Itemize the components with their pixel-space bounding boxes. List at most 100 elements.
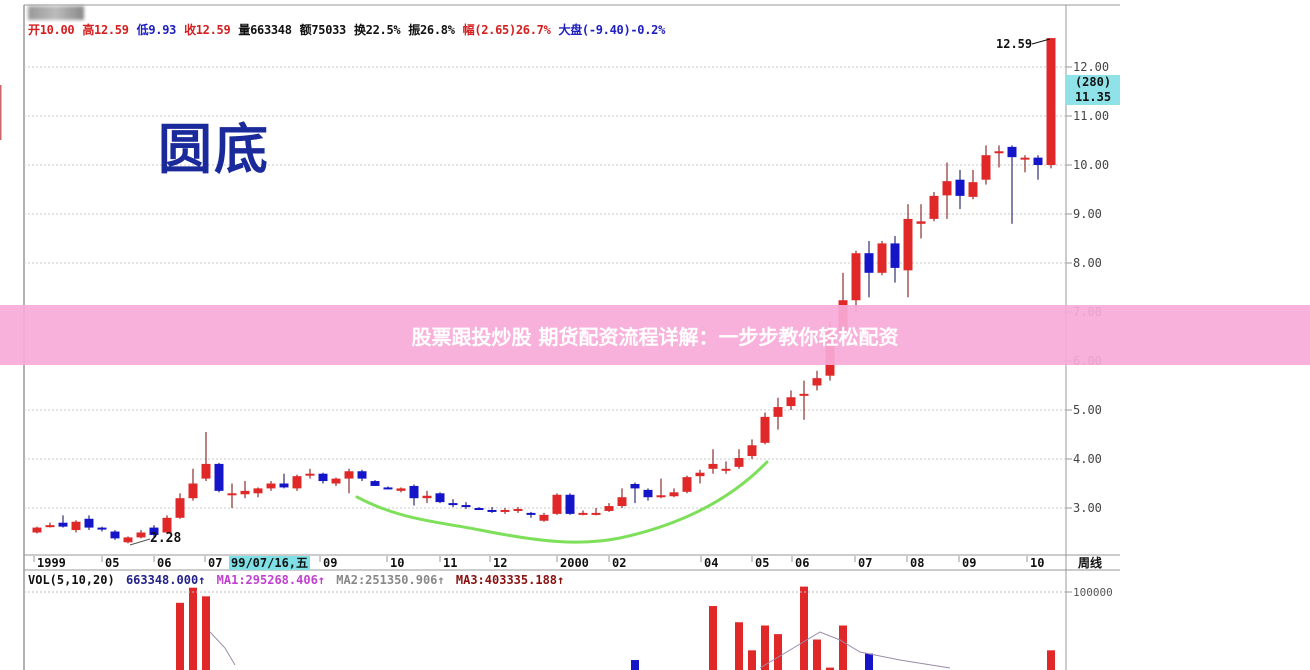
candle: [1020, 155, 1030, 173]
candle: [552, 493, 562, 515]
time-tick-label: 02: [612, 556, 626, 570]
candle: [513, 507, 523, 513]
candle: [695, 469, 705, 484]
candle: [864, 240, 874, 298]
candle-body: [565, 494, 575, 514]
candle-body: [305, 473, 315, 476]
candle: [682, 475, 692, 494]
time-tick-label: 09: [323, 556, 337, 570]
period-label[interactable]: 周线: [1078, 555, 1102, 570]
quote-stat: 量663348: [238, 23, 292, 37]
candle: [773, 397, 783, 430]
candle: [968, 169, 978, 200]
volume-ma2: MA2:251350.906↑: [336, 573, 445, 587]
candle: [84, 515, 94, 531]
candle: [214, 462, 224, 493]
candle-body: [474, 508, 484, 510]
candle-body: [955, 179, 965, 196]
candle-body: [773, 407, 783, 417]
candle-body: [149, 527, 159, 535]
candle: [526, 511, 536, 518]
candle-body: [994, 151, 1004, 154]
time-tick-label: 06: [795, 556, 809, 570]
volume-axis: 100000: [24, 586, 1113, 599]
volume-bar: [709, 606, 717, 670]
candle-body: [578, 512, 588, 515]
banner-text: 股票跟投炒股 期货配资流程详解：一步步教你轻松配资: [411, 324, 899, 349]
candle: [396, 487, 406, 493]
time-axis: 1999 05 06 07 09 10 11 12 2000 02 04 05 06 07 08 09 10: [33, 556, 1044, 570]
candle-body: [526, 512, 536, 515]
candle: [747, 439, 757, 459]
candle: [266, 481, 276, 491]
price-tick-label: 8.00: [1073, 256, 1102, 270]
candle-body: [604, 506, 614, 511]
candle: [890, 236, 900, 283]
time-tick-label: 07: [858, 556, 872, 570]
volume-bar: [748, 650, 756, 670]
candle-body: [97, 527, 107, 530]
candle-body: [643, 489, 653, 498]
cursor-price-label: (280) 11.35: [1066, 75, 1120, 105]
time-tick-label: 11: [443, 556, 457, 570]
candle: [149, 525, 159, 538]
candle: [279, 473, 289, 489]
candle-body: [903, 218, 913, 271]
candle-body: [383, 487, 393, 490]
volume-bar: [176, 602, 184, 670]
time-tick-label: 1999: [37, 556, 66, 570]
candle: [461, 502, 471, 509]
candle: [708, 449, 718, 474]
candle-body: [968, 182, 978, 197]
candle: [188, 468, 198, 501]
candle: [253, 487, 263, 498]
volume-tick-label: 100000: [1073, 586, 1113, 599]
candle-body: [422, 495, 432, 499]
candle: [136, 530, 146, 539]
candle-body: [227, 493, 237, 496]
candle: [45, 522, 55, 528]
candle-body: [981, 155, 991, 180]
low-price-label: 2.28: [150, 531, 181, 546]
price-tick-label: 4.00: [1073, 452, 1102, 466]
candle-body: [500, 509, 510, 512]
candle-body: [201, 463, 211, 479]
candle: [955, 169, 965, 210]
candle-body: [32, 527, 42, 533]
candle: [409, 484, 419, 506]
candle: [669, 488, 679, 498]
price-tick-label: 5.00: [1073, 403, 1102, 417]
candle: [799, 380, 809, 420]
volume-bar: [189, 587, 197, 670]
volume-bar: [631, 660, 639, 670]
candle: [58, 515, 68, 528]
candle-body: [513, 508, 523, 511]
candle-body: [695, 472, 705, 477]
candle: [981, 145, 991, 185]
candle-body: [292, 476, 302, 489]
quote-stat: 换22.5%: [353, 23, 401, 37]
candle: [812, 370, 822, 391]
price-tick-label: 10.00: [1073, 158, 1109, 172]
candle-body: [552, 494, 562, 514]
volume-bar: [202, 596, 210, 670]
candle: [1046, 38, 1056, 169]
candle: [994, 145, 1004, 168]
candle: [539, 512, 549, 522]
quote-info-bar: 开10.00 高12.59 低9.93 收12.59 量663348 额75033 换22.…: [28, 21, 673, 38]
quote-stat: 幅(2.65)26.7%: [462, 23, 551, 37]
candle: [630, 482, 640, 504]
stock-name-blurred: [28, 6, 84, 20]
candle-body: [175, 498, 185, 518]
candle: [32, 526, 42, 534]
volume-bar: [839, 625, 847, 670]
candle-body: [708, 463, 718, 469]
candle-body: [799, 393, 809, 396]
time-tick-label: 2000: [560, 556, 589, 570]
candle: [123, 536, 133, 544]
candle-body: [786, 397, 796, 407]
candle: [448, 499, 458, 508]
candle-body: [1046, 38, 1056, 166]
volume-title: VOL(5,10,20): [28, 573, 115, 587]
quote-stat: 高12.59: [82, 23, 129, 37]
